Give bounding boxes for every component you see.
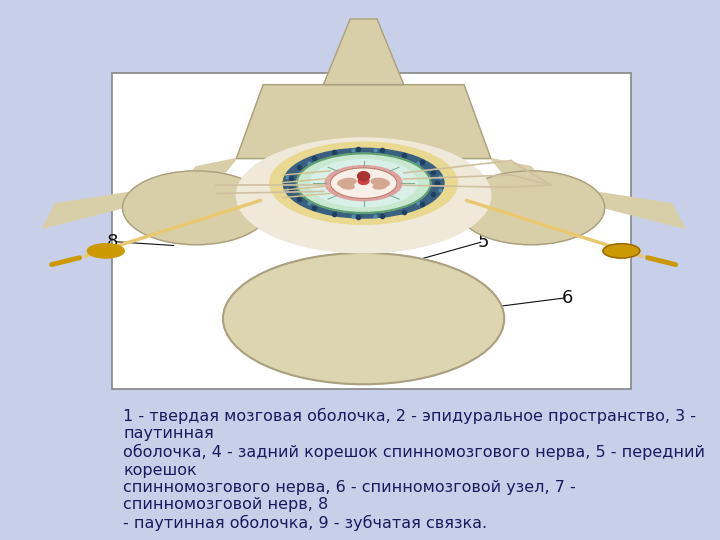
Text: 8: 8 (107, 233, 118, 251)
Polygon shape (323, 19, 404, 85)
FancyBboxPatch shape (112, 73, 631, 389)
Ellipse shape (236, 138, 491, 253)
Ellipse shape (338, 178, 356, 186)
Ellipse shape (325, 166, 402, 201)
Text: 6: 6 (562, 289, 573, 307)
Text: 3: 3 (419, 143, 431, 161)
Polygon shape (591, 191, 685, 228)
Ellipse shape (297, 153, 431, 213)
Ellipse shape (358, 172, 369, 181)
Ellipse shape (310, 159, 417, 207)
Polygon shape (176, 159, 236, 191)
Ellipse shape (373, 184, 387, 189)
Ellipse shape (87, 244, 125, 258)
Polygon shape (491, 159, 551, 191)
Text: 1 - твердая мозговая оболочка, 2 - эпидуральное пространство, 3 - паутинная
обол: 1 - твердая мозговая оболочка, 2 - эпиду… (124, 408, 706, 531)
Polygon shape (236, 85, 491, 159)
Text: 5: 5 (477, 233, 489, 251)
Text: 4: 4 (475, 180, 486, 199)
Polygon shape (42, 191, 136, 228)
Text: 9: 9 (138, 187, 149, 205)
Text: 1: 1 (383, 99, 395, 118)
Ellipse shape (330, 168, 397, 199)
Circle shape (359, 178, 369, 184)
Ellipse shape (372, 178, 390, 186)
Ellipse shape (457, 171, 605, 245)
Ellipse shape (283, 148, 444, 218)
Text: 2: 2 (400, 123, 411, 140)
Text: 7: 7 (475, 326, 486, 344)
Ellipse shape (270, 142, 457, 224)
Ellipse shape (122, 171, 270, 245)
Ellipse shape (223, 253, 504, 384)
Ellipse shape (603, 244, 640, 258)
Ellipse shape (341, 184, 354, 189)
